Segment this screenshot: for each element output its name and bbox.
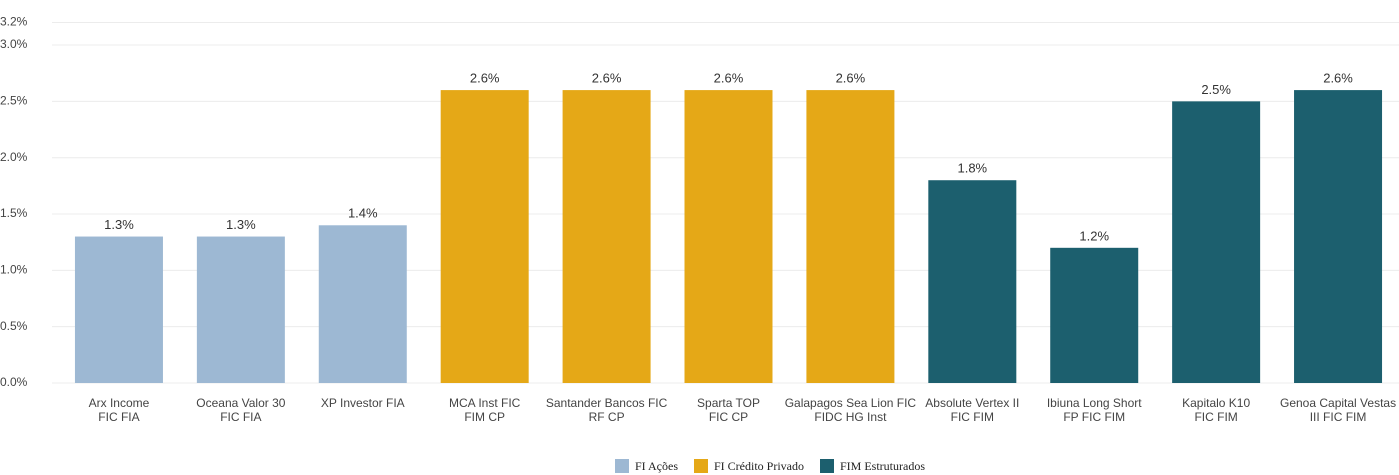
x-tick-label: FIC CP [709, 410, 748, 424]
y-tick-label: 1.5% [0, 206, 28, 220]
y-tick-label: 0.5% [0, 319, 28, 333]
y-tick-label: 0.0% [0, 375, 28, 389]
legend-swatch [820, 459, 834, 473]
bar [318, 225, 407, 383]
bar [806, 90, 895, 383]
y-tick-label: 3.2% [0, 15, 28, 29]
bar [1172, 101, 1261, 383]
bar [684, 90, 773, 383]
x-tick-label: FIC FIA [220, 410, 261, 424]
x-tick-label: Arx Income [89, 396, 150, 410]
x-tick-label: XP Investor FIA [321, 396, 405, 410]
x-tick-label: Santander Bancos FIC [546, 396, 668, 410]
value-label: 2.6% [714, 71, 744, 86]
y-tick-label: 2.0% [0, 150, 28, 164]
bar [928, 180, 1017, 383]
legend-swatch [694, 459, 708, 473]
bar [1050, 247, 1139, 383]
legend-swatch [615, 459, 629, 473]
x-tick-label: Galapagos Sea Lion FIC [785, 396, 917, 410]
legend-label: FIM Estruturados [840, 459, 925, 473]
x-tick-label: RF CP [589, 410, 625, 424]
x-tick-label: FIC FIM [951, 410, 994, 424]
value-label: 1.3% [104, 217, 134, 232]
x-tick-label: FP FIC FIM [1063, 410, 1125, 424]
value-label: 1.8% [957, 161, 987, 176]
x-tick-label: Oceana Valor 30 [196, 396, 285, 410]
x-tick-label: FIC FIM [1194, 410, 1237, 424]
bar [1294, 90, 1383, 383]
value-label: 2.6% [836, 71, 866, 86]
value-label: 1.3% [226, 217, 256, 232]
x-tick-label: Genoa Capital Vestas [1280, 396, 1396, 410]
value-label: 2.5% [1201, 82, 1231, 97]
y-tick-label: 3.0% [0, 37, 28, 51]
bar [196, 236, 285, 383]
x-tick-label: MCA Inst FIC [449, 396, 521, 410]
x-tick-label: Kapitalo K10 [1182, 396, 1250, 410]
legend-label: FI Ações [635, 459, 678, 473]
value-label: 2.6% [592, 71, 622, 86]
x-tick-label: FIM CP [464, 410, 505, 424]
value-label: 2.6% [1323, 71, 1353, 86]
x-tick-label: Ibiuna Long Short [1047, 396, 1142, 410]
y-tick-label: 2.5% [0, 94, 28, 108]
value-label: 1.2% [1079, 228, 1109, 243]
x-tick-label: FIC FIA [98, 410, 139, 424]
bar [440, 90, 529, 383]
x-tick-label: FIDC HG Inst [814, 410, 887, 424]
bar [562, 90, 651, 383]
legend-label: FI Crédito Privado [714, 459, 804, 473]
x-tick-label: Absolute Vertex II [925, 396, 1019, 410]
bar [74, 236, 163, 383]
value-label: 1.4% [348, 206, 378, 221]
x-tick-label: III FIC FIM [1310, 410, 1367, 424]
y-tick-label: 1.0% [0, 263, 28, 277]
value-label: 2.6% [470, 71, 500, 86]
x-tick-label: Sparta TOP [697, 396, 760, 410]
